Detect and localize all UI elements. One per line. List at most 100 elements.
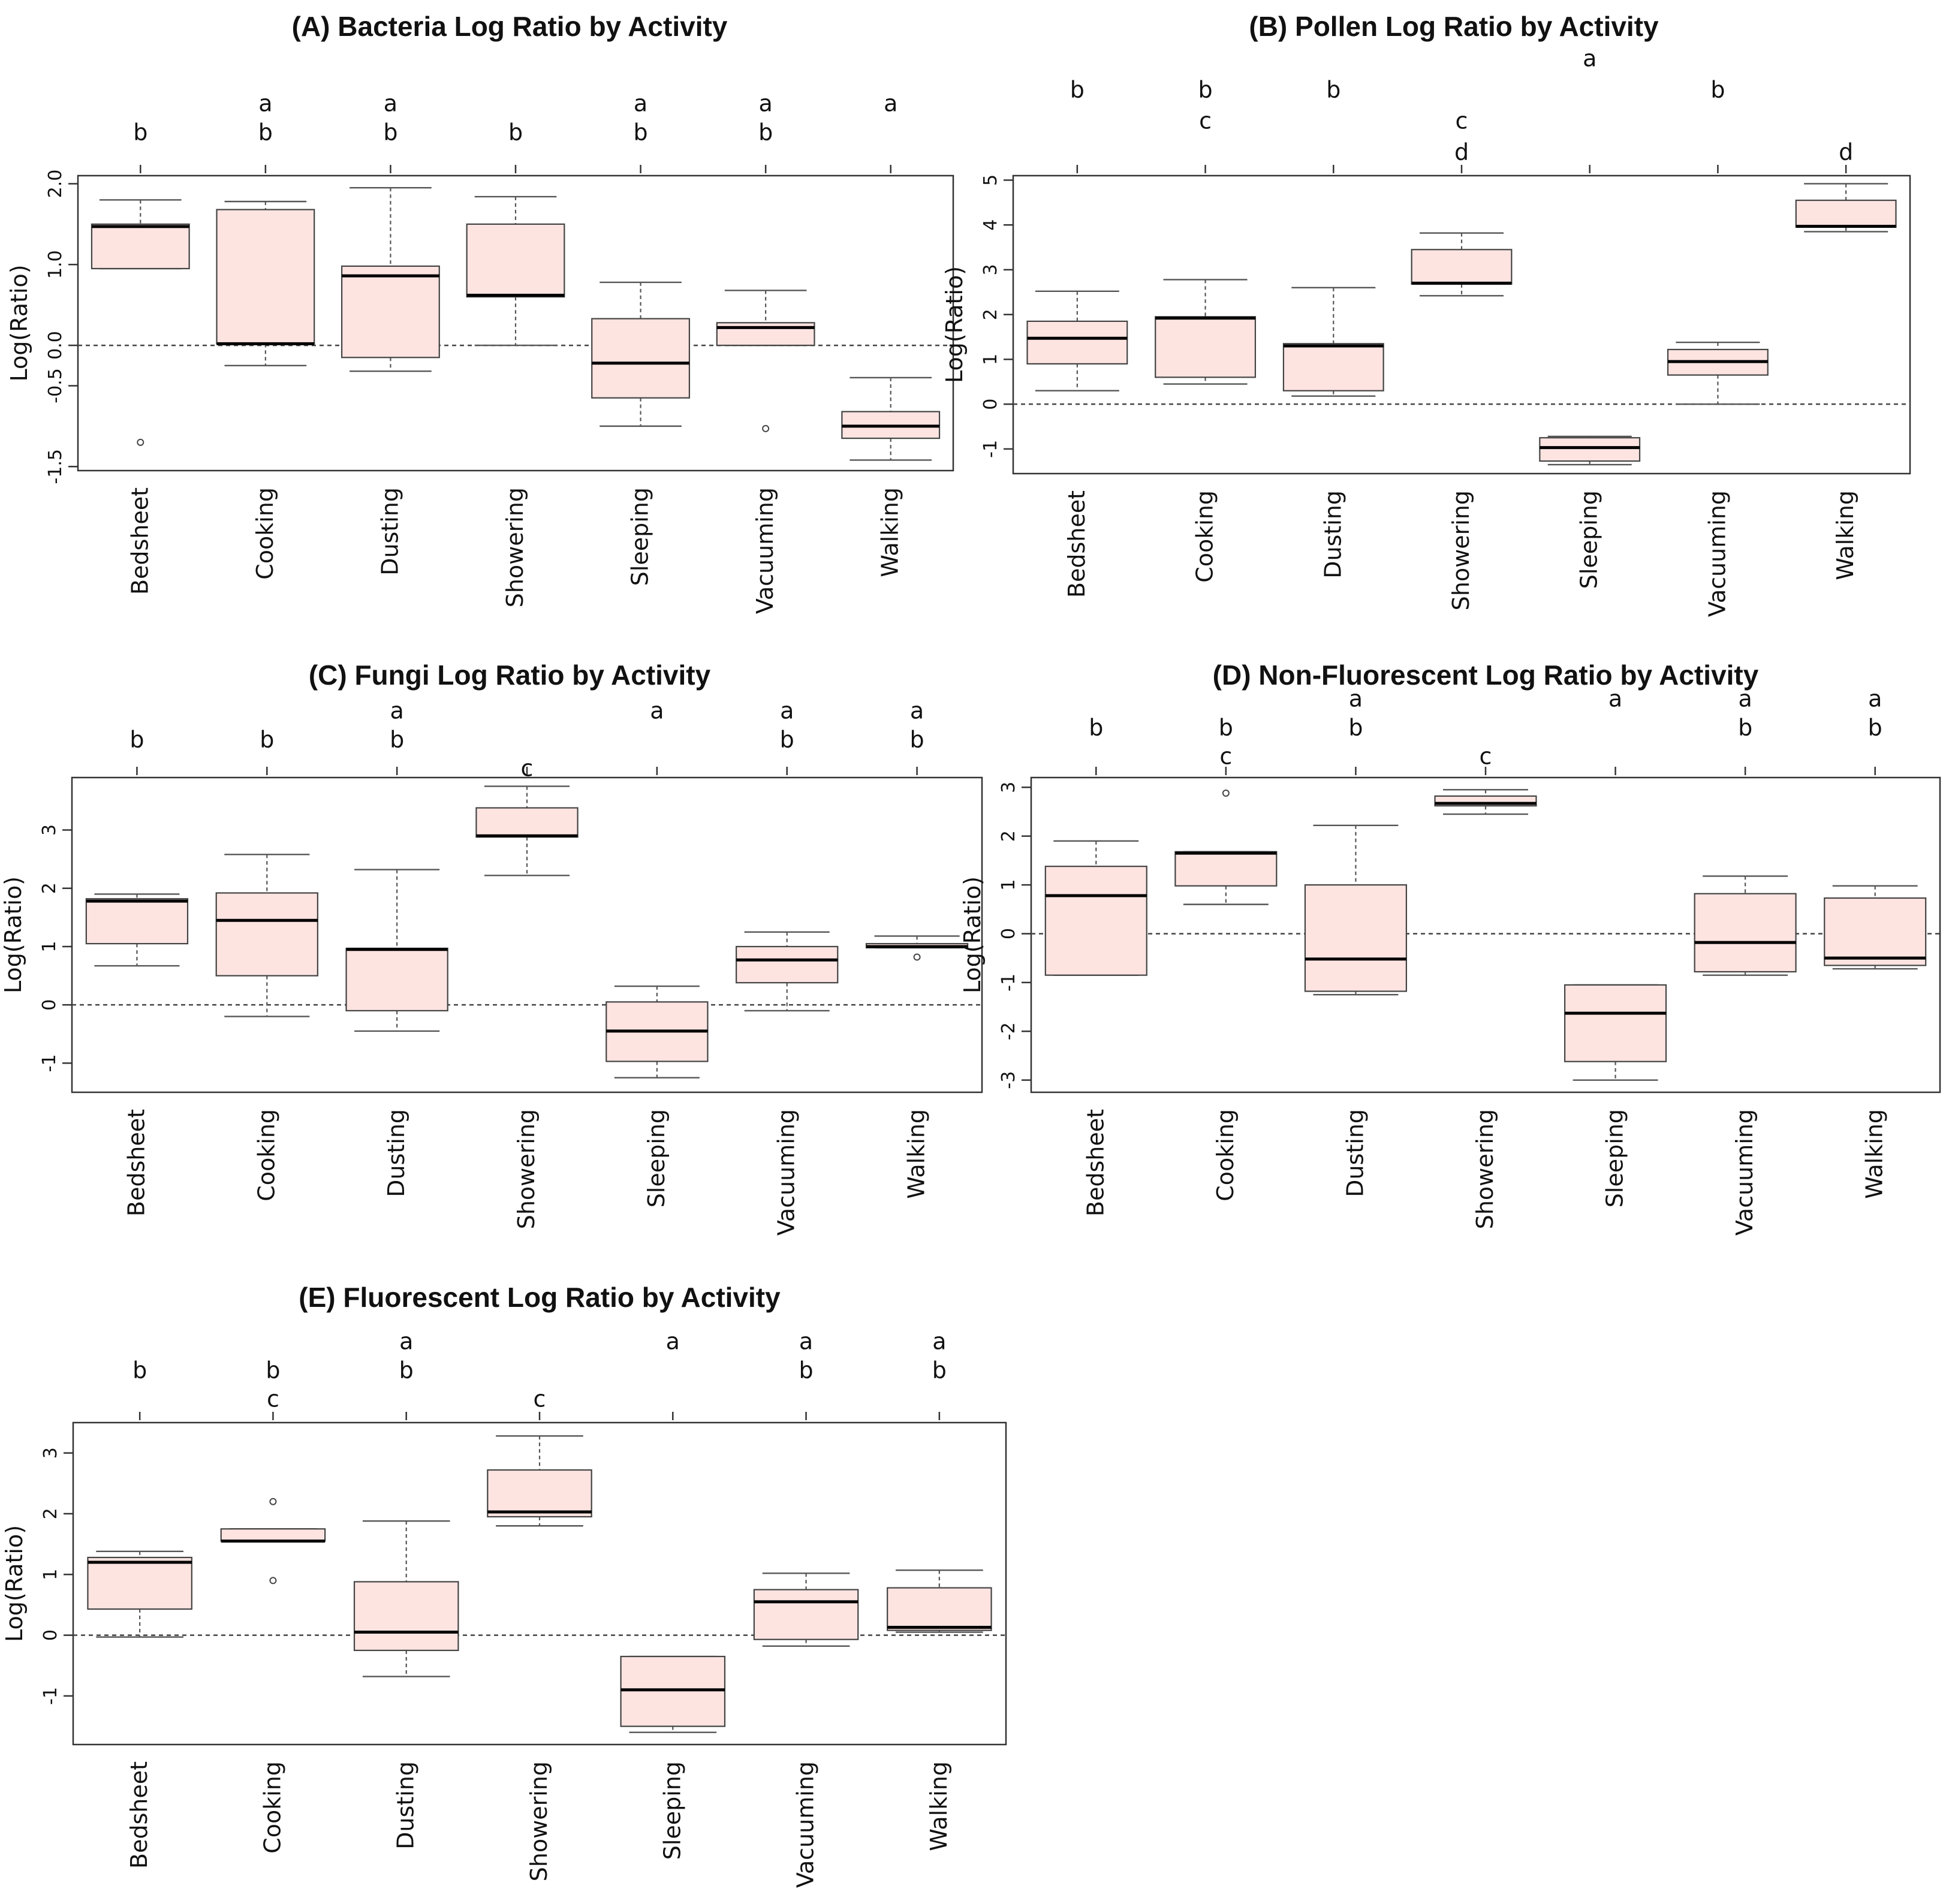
box-iqr xyxy=(220,1528,326,1542)
x-category-label: Dusting xyxy=(1342,1109,1368,1197)
chart-title: (A) Bacteria Log Ratio by Activity xyxy=(292,11,728,42)
box-iqr xyxy=(475,807,579,838)
group-letter: b xyxy=(758,119,773,146)
box-iqr xyxy=(466,223,565,298)
group-letter: b xyxy=(390,727,404,753)
box-vacuuming xyxy=(736,931,839,1012)
x-category-label: Bedsheet xyxy=(1064,490,1090,598)
panel-d: (D) Non-Fluorescent Log Ratio by Activit… xyxy=(959,659,1941,1236)
box-dusting xyxy=(341,187,440,372)
plot-frame xyxy=(71,776,983,1093)
x-category-label: Dusting xyxy=(383,1109,409,1197)
box-iqr xyxy=(1304,884,1407,992)
box-bedsheet xyxy=(87,1550,192,1638)
x-category-label: Walking xyxy=(926,1761,952,1851)
group-letter: a xyxy=(1608,686,1622,712)
group-letter: a xyxy=(650,698,664,724)
group-letter: a xyxy=(932,1328,946,1355)
group-letter: b xyxy=(266,1357,280,1384)
group-letter: a xyxy=(1583,46,1596,72)
box-iqr xyxy=(1044,866,1147,976)
x-category-label: Showering xyxy=(526,1761,552,1881)
y-tick-label: -1 xyxy=(998,974,1019,992)
box-iqr xyxy=(341,265,440,358)
y-tick-label: 3 xyxy=(980,264,1001,275)
y-tick-label: 2 xyxy=(39,882,60,894)
y-tick-label: -3 xyxy=(998,1071,1019,1089)
group-letter: b xyxy=(132,1357,147,1384)
box-sleeping xyxy=(1539,435,1641,466)
group-letter: c xyxy=(267,1386,279,1412)
group-letter: b xyxy=(932,1357,947,1384)
box-iqr xyxy=(736,945,839,984)
group-letter: d xyxy=(1454,139,1469,165)
group-letter: b xyxy=(1738,715,1752,741)
box-cooking xyxy=(216,200,315,366)
x-category-label: Walking xyxy=(903,1109,930,1199)
group-letter: b xyxy=(1198,77,1213,103)
group-letter: a xyxy=(910,698,924,724)
box-dusting xyxy=(1282,287,1384,397)
group-letter: b xyxy=(399,1357,414,1384)
plot-frame xyxy=(1030,776,1941,1093)
outlier-point xyxy=(913,953,921,961)
box-iqr xyxy=(1282,343,1384,391)
box-dusting xyxy=(353,1520,459,1677)
group-letter: b xyxy=(129,727,144,753)
y-tick-label: -0.5 xyxy=(45,368,66,403)
y-tick-label: 0 xyxy=(40,1629,61,1641)
box-iqr xyxy=(91,223,190,270)
y-tick-label: 3 xyxy=(40,1447,61,1459)
x-category-label: Cooking xyxy=(259,1761,285,1854)
group-letter: a xyxy=(399,1328,413,1355)
chart-title: (E) Fluorescent Log Ratio by Activity xyxy=(299,1282,781,1313)
group-letter: b xyxy=(1348,715,1363,741)
box-iqr xyxy=(215,892,318,977)
group-letter: b xyxy=(1710,77,1725,103)
group-letter: b xyxy=(1326,77,1340,103)
box-iqr xyxy=(1795,200,1897,228)
group-letter: b xyxy=(1070,77,1085,103)
y-tick-label: 0 xyxy=(980,399,1001,410)
plot-frame xyxy=(77,174,954,472)
y-axis-label: Log(Ratio) xyxy=(941,266,968,383)
y-axis-label: Log(Ratio) xyxy=(959,876,986,993)
box-cooking xyxy=(220,1498,326,1584)
group-letter: a xyxy=(1738,686,1752,712)
box-bedsheet xyxy=(91,199,190,446)
y-tick-label: 1 xyxy=(980,354,1001,365)
y-axis-label: Log(Ratio) xyxy=(0,876,26,993)
x-category-label: Showering xyxy=(502,487,528,607)
panel-c: (C) Fungi Log Ratio by Activity -1 0 1 2 3 Log… xyxy=(0,659,983,1236)
x-category-label: Cooking xyxy=(1192,490,1218,583)
box-showering xyxy=(475,785,579,876)
group-letter: c xyxy=(1199,108,1212,134)
box-iqr xyxy=(1155,316,1257,378)
box-bedsheet xyxy=(85,893,189,967)
box-vacuuming xyxy=(1667,341,1769,405)
box-walking xyxy=(1824,885,1927,970)
box-iqr xyxy=(591,318,691,399)
box-iqr xyxy=(87,1556,192,1610)
group-letter: a xyxy=(1349,686,1363,712)
y-tick-label: 2 xyxy=(40,1508,61,1519)
y-tick-label: 3 xyxy=(39,824,60,836)
x-category-label: Dusting xyxy=(1320,490,1346,579)
box-vacuuming xyxy=(1694,875,1797,976)
panel-a: (A) Bacteria Log Ratio by Activity -1.5 -0… xyxy=(6,11,954,614)
group-letter: b xyxy=(780,727,794,753)
box-iqr xyxy=(353,1581,459,1652)
group-letter: a xyxy=(1868,686,1882,712)
box-iqr xyxy=(85,898,189,945)
group-letter: a xyxy=(758,91,772,117)
group-letter: c xyxy=(1219,743,1232,770)
x-category-label: Walking xyxy=(1861,1109,1888,1199)
y-tick-label: 2 xyxy=(998,830,1019,842)
outlier-point xyxy=(269,1577,277,1584)
group-letter: b xyxy=(260,727,274,753)
x-category-label: Cooking xyxy=(252,487,278,580)
group-letter: c xyxy=(521,755,534,782)
box-showering xyxy=(466,195,565,347)
box-vacuuming xyxy=(716,290,815,432)
